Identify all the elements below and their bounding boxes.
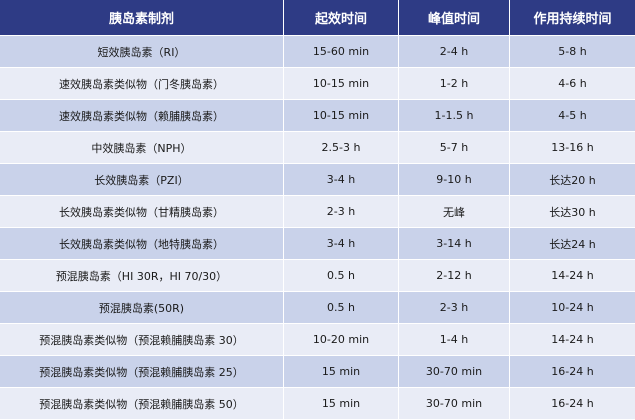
cell-peak: 无峰 <box>399 196 510 228</box>
cell-duration: 16-24 h <box>510 388 635 420</box>
cell-onset: 2.5-3 h <box>284 132 399 164</box>
cell-onset: 15 min <box>284 388 399 420</box>
cell-onset: 15 min <box>284 356 399 388</box>
cell-onset: 15-60 min <box>284 36 399 68</box>
cell-preparation: 短效胰岛素（RI） <box>0 36 284 68</box>
cell-onset: 3-4 h <box>284 228 399 260</box>
cell-duration: 4-5 h <box>510 100 635 132</box>
cell-duration: 14-24 h <box>510 324 635 356</box>
cell-duration: 13-16 h <box>510 132 635 164</box>
cell-duration: 16-24 h <box>510 356 635 388</box>
cell-peak: 30-70 min <box>399 356 510 388</box>
cell-preparation: 中效胰岛素（NPH） <box>0 132 284 164</box>
cell-preparation: 预混胰岛素类似物（预混赖脯胰岛素 30） <box>0 324 284 356</box>
header-cell-duration: 作用持续时间 <box>510 0 635 36</box>
cell-peak: 2-12 h <box>399 260 510 292</box>
cell-onset: 0.5 h <box>284 260 399 292</box>
cell-duration: 5-8 h <box>510 36 635 68</box>
cell-onset: 0.5 h <box>284 292 399 324</box>
cell-duration: 14-24 h <box>510 260 635 292</box>
cell-peak: 5-7 h <box>399 132 510 164</box>
cell-preparation: 预混胰岛素类似物（预混赖脯胰岛素 25） <box>0 356 284 388</box>
cell-preparation: 预混胰岛素类似物（预混赖脯胰岛素 50） <box>0 388 284 420</box>
cell-peak: 1-2 h <box>399 68 510 100</box>
header-cell-onset: 起效时间 <box>284 0 399 36</box>
cell-peak: 2-3 h <box>399 292 510 324</box>
cell-peak: 9-10 h <box>399 164 510 196</box>
cell-onset: 3-4 h <box>284 164 399 196</box>
cell-peak: 30-70 min <box>399 388 510 420</box>
cell-onset: 10-20 min <box>284 324 399 356</box>
cell-preparation: 速效胰岛素类似物（门冬胰岛素） <box>0 68 284 100</box>
cell-peak: 1-1.5 h <box>399 100 510 132</box>
header-cell-preparation: 胰岛素制剂 <box>0 0 284 36</box>
cell-peak: 1-4 h <box>399 324 510 356</box>
cell-duration: 长达30 h <box>510 196 635 228</box>
cell-peak: 2-4 h <box>399 36 510 68</box>
cell-peak: 3-14 h <box>399 228 510 260</box>
cell-onset: 10-15 min <box>284 100 399 132</box>
cell-duration: 长达24 h <box>510 228 635 260</box>
cell-preparation: 长效胰岛素类似物（地特胰岛素） <box>0 228 284 260</box>
cell-onset: 2-3 h <box>284 196 399 228</box>
cell-preparation: 速效胰岛素类似物（赖脯胰岛素） <box>0 100 284 132</box>
header-cell-peak: 峰值时间 <box>399 0 510 36</box>
cell-preparation: 长效胰岛素类似物（甘精胰岛素） <box>0 196 284 228</box>
cell-onset: 10-15 min <box>284 68 399 100</box>
cell-preparation: 预混胰岛素（HI 30R，HI 70/30） <box>0 260 284 292</box>
cell-duration: 4-6 h <box>510 68 635 100</box>
cell-preparation: 预混胰岛素(50R) <box>0 292 284 324</box>
cell-duration: 长达20 h <box>510 164 635 196</box>
cell-duration: 10-24 h <box>510 292 635 324</box>
cell-preparation: 长效胰岛素（PZI） <box>0 164 284 196</box>
